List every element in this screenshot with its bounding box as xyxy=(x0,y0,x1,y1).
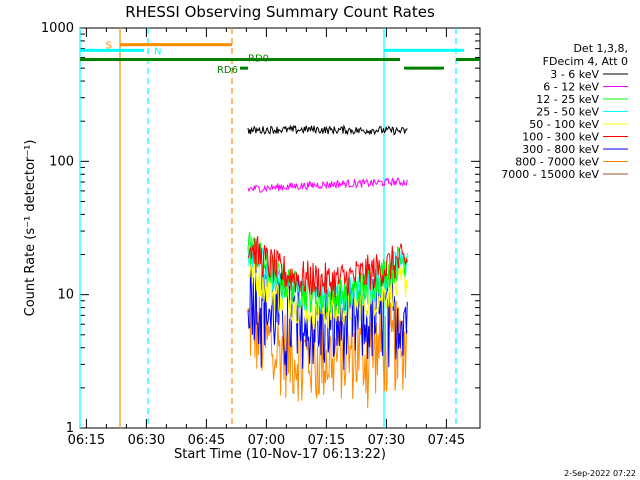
legend-entry: 50 - 100 keV xyxy=(529,118,599,131)
state-bar xyxy=(384,48,464,52)
legend-entry: 12 - 25 keV xyxy=(536,93,599,106)
series-line xyxy=(247,231,408,315)
x-tick-label: 07:45 xyxy=(428,433,465,448)
series-line xyxy=(247,177,408,193)
legend-entry: 25 - 50 keV xyxy=(536,106,599,119)
state-bar xyxy=(404,66,444,70)
state-bar xyxy=(456,58,480,62)
x-tick-label: 06:15 xyxy=(68,433,105,448)
state-bar xyxy=(80,58,400,62)
state-bar xyxy=(80,48,144,52)
series-line xyxy=(247,124,408,136)
series-line xyxy=(247,296,408,409)
legend-entry: 6 - 12 keV xyxy=(543,81,599,94)
plot-area: 1 10 100 1000 06:15 06:30 06:45 07:00 07:15 07:30… xyxy=(23,21,481,462)
x-tick-label: 07:15 xyxy=(308,433,345,448)
y-axis-label: Count Rate (s⁻¹ detector⁻¹) xyxy=(23,140,38,317)
state-label: N xyxy=(154,46,161,57)
state-label: S xyxy=(106,41,112,52)
series-line xyxy=(247,256,408,329)
chart-title: RHESSI Observing Summary Count Rates xyxy=(125,3,435,21)
y-tick-label: 1000 xyxy=(41,21,74,36)
x-tick-label: 06:30 xyxy=(128,433,165,448)
x-tick-label: 06:45 xyxy=(188,433,225,448)
legend-entry: 300 - 800 keV xyxy=(522,143,599,156)
legend-header: FDecim 4, Att 0 xyxy=(543,55,628,68)
state-label: RD0 xyxy=(248,54,269,65)
footer-timestamp: 2-Sep-2022 07:22 xyxy=(564,469,636,478)
x-tick-label: 07:30 xyxy=(368,433,405,448)
series-line xyxy=(247,235,408,300)
y-tick-label: 10 xyxy=(57,288,74,303)
legend-entry: 800 - 7000 keV xyxy=(515,156,599,169)
y-tick-label: 1 xyxy=(66,421,74,436)
legend-entry: 3 - 6 keV xyxy=(550,68,599,81)
state-bar xyxy=(240,66,248,70)
legend-entry: 7000 - 15000 keV xyxy=(501,168,599,181)
state-bar xyxy=(120,43,232,47)
x-tick-label: 07:00 xyxy=(248,433,285,448)
x-axis-label: Start Time (10-Nov-17 06:13:22) xyxy=(174,447,386,462)
y-tick-label: 100 xyxy=(49,154,74,169)
legend-header: Det 1,3,8, xyxy=(573,42,628,55)
legend-entry: 100 - 300 keV xyxy=(522,131,599,144)
state-label: RD6 xyxy=(217,65,238,76)
